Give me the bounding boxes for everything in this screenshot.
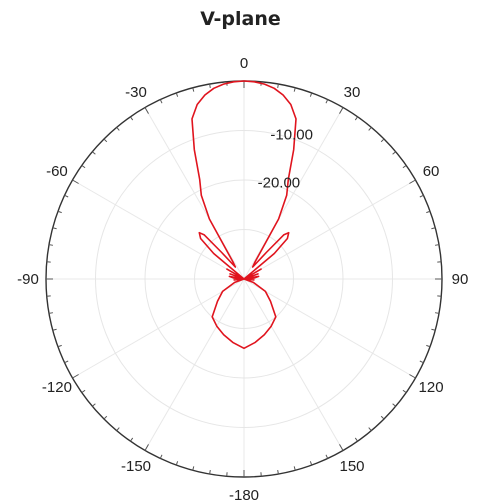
major-tick (339, 107, 344, 114)
minor-tick (325, 454, 329, 459)
angle-tick-label: 90 (452, 271, 469, 288)
minor-tick (402, 389, 407, 393)
minor-tick (57, 344, 62, 348)
angle-tick-label: 60 (423, 163, 440, 180)
angle-tick-label: -90 (17, 271, 39, 288)
minor-tick (103, 415, 108, 420)
minor-tick (81, 389, 86, 393)
major-tick (72, 374, 79, 379)
major-tick (72, 179, 79, 184)
minor-tick (103, 138, 108, 143)
minor-tick (277, 83, 279, 89)
minor-tick (392, 151, 396, 155)
minor-tick (92, 403, 96, 407)
minor-tick (64, 194, 69, 198)
minor-tick (354, 437, 358, 442)
angle-tick-label: 0 (240, 55, 248, 72)
minor-tick (159, 454, 163, 459)
major-tick (144, 444, 149, 451)
minor-tick (354, 116, 358, 121)
minor-tick (402, 165, 407, 169)
minor-tick (209, 469, 211, 475)
minor-tick (116, 427, 120, 431)
minor-tick (293, 466, 296, 471)
minor-tick (309, 92, 313, 97)
minor-tick (48, 244, 54, 246)
minor-tick (92, 151, 96, 155)
minor-tick (64, 360, 69, 364)
angle-tick-label: -150 (121, 458, 151, 475)
minor-tick (130, 437, 134, 442)
minor-tick (52, 227, 57, 230)
ring-label: -10.00 (270, 127, 313, 144)
label-layer: 0 30 60 90 120 150 -180 -150 -120 -90 -60 -30 -10.00… (17, 55, 468, 501)
minor-tick (431, 227, 436, 230)
major-tick (409, 179, 416, 184)
angle-tick-label: -30 (125, 84, 147, 101)
minor-tick (57, 210, 62, 214)
major-tick (409, 374, 416, 379)
minor-tick (192, 87, 195, 92)
angle-tick-label: -180 (229, 487, 259, 501)
minor-tick (419, 360, 424, 364)
minor-tick (380, 415, 385, 420)
grid-ring (144, 179, 344, 379)
minor-tick (325, 99, 329, 104)
angle-tick-label: 150 (339, 458, 364, 475)
minor-tick (159, 99, 163, 104)
minor-tick (48, 312, 54, 314)
minor-tick (175, 461, 179, 466)
minor-tick (434, 312, 440, 314)
minor-tick (130, 116, 134, 121)
series-line (191, 80, 297, 350)
grid-ring (95, 130, 393, 428)
minor-tick (431, 328, 436, 331)
minor-tick (293, 87, 296, 92)
angle-tick-label: 120 (419, 379, 444, 396)
angle-tick-label: -60 (46, 163, 68, 180)
minor-tick (81, 165, 86, 169)
series-layer (191, 80, 297, 350)
angle-tick-label: 30 (344, 84, 361, 101)
major-tick (144, 107, 149, 114)
minor-tick (175, 92, 179, 97)
minor-tick (209, 83, 211, 89)
minor-tick (426, 344, 431, 348)
minor-tick (368, 127, 372, 131)
angle-tick-label: -120 (42, 379, 72, 396)
minor-tick (277, 469, 279, 475)
polar-grid (45, 80, 443, 478)
minor-tick (309, 461, 313, 466)
minor-tick (116, 127, 120, 131)
minor-tick (368, 427, 372, 431)
minor-tick (434, 244, 440, 246)
minor-tick (52, 328, 57, 331)
grid-ring (194, 229, 294, 329)
minor-tick (380, 138, 385, 143)
chart-title: V-plane (200, 8, 281, 30)
minor-tick (419, 194, 424, 198)
minor-tick (426, 210, 431, 214)
major-tick (339, 444, 344, 451)
minor-tick (192, 466, 195, 471)
minor-tick (392, 403, 396, 407)
ring-label: -20.00 (258, 174, 301, 191)
